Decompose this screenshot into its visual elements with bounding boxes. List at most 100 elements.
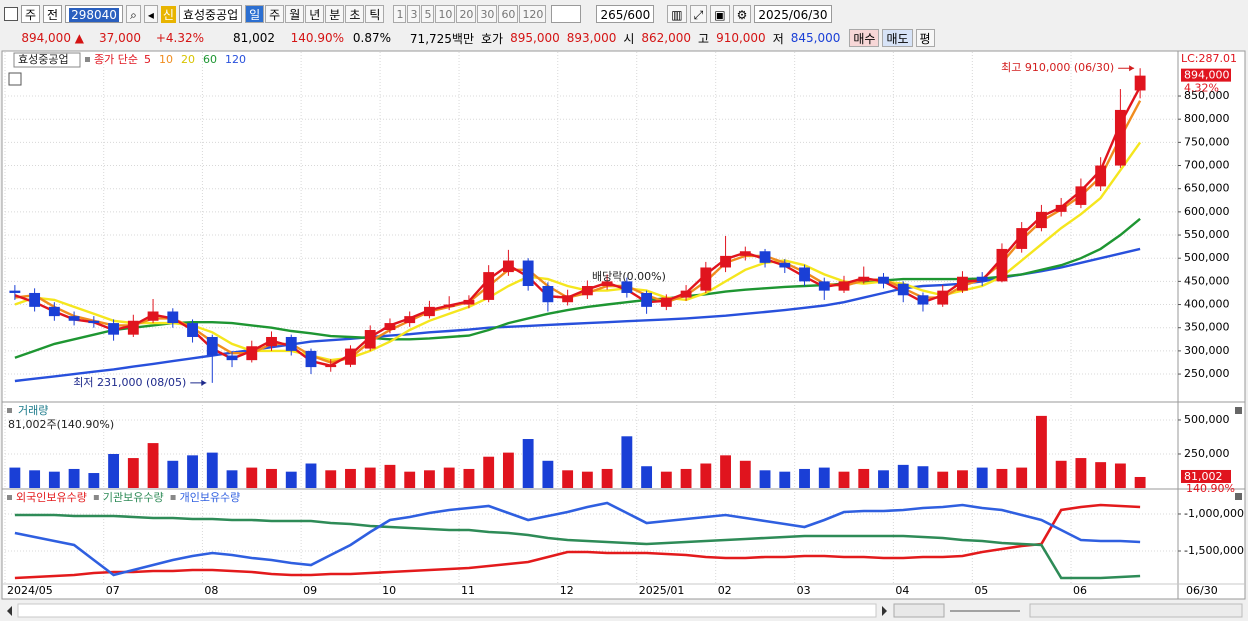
candle-body (167, 311, 179, 324)
quote-label: 호가 (481, 31, 504, 46)
annotation: 최저 231,000 (08/05) (73, 376, 186, 389)
sell-button[interactable]: 매도 (882, 29, 913, 47)
candle-body (542, 286, 554, 303)
avg-button[interactable]: 평 (915, 29, 935, 47)
volume-bar (1016, 467, 1028, 488)
last-change: 4.32% (1184, 82, 1219, 95)
volume-bar (345, 468, 356, 488)
x-tick-label: 12 (560, 584, 574, 597)
change-rate: +4.32% (155, 31, 204, 45)
legend-entry: 10 (159, 53, 173, 66)
holding-line (14, 513, 1141, 580)
candle-body (443, 304, 455, 307)
candle-body (68, 316, 80, 321)
legend-title: 효성중공업 (18, 53, 69, 66)
candle-body (88, 320, 100, 324)
scroll-right[interactable] (882, 606, 887, 616)
candle-body (581, 286, 593, 296)
y-tick-label: 600,000 (1184, 205, 1230, 218)
x-tick-label: 06 (1073, 584, 1087, 597)
volume-bar (897, 464, 909, 488)
volume-bar (937, 471, 949, 488)
chart-type[interactable]: ▥ (667, 5, 687, 23)
volume-bar (364, 467, 376, 488)
period-button[interactable]: 분 (325, 5, 345, 23)
period-button[interactable]: 틱 (365, 5, 385, 23)
scroll-left[interactable] (7, 606, 12, 616)
interval-button[interactable]: 60 (498, 5, 519, 23)
sound[interactable]: ◂ (143, 5, 158, 23)
low: 845,000 (790, 31, 841, 45)
candle-body (700, 267, 712, 291)
candle-body (957, 276, 968, 291)
count-input[interactable]: 265/600 (596, 5, 655, 23)
period-button[interactable]: 초 (345, 5, 365, 23)
volume-bar (759, 470, 771, 488)
buy-button[interactable]: 매수 (849, 29, 880, 47)
y-tick-label: 800,000 (1184, 112, 1230, 125)
drawing-tools[interactable] (1029, 603, 1243, 618)
interval-input[interactable] (551, 5, 582, 23)
candle-body (878, 276, 889, 284)
bid: 893,000 (566, 31, 617, 45)
volume-bar (1095, 462, 1107, 488)
candle-body (1016, 228, 1028, 249)
volume-bar (917, 466, 929, 488)
settings[interactable]: ⚙ (732, 5, 752, 23)
prev-button[interactable]: 전 (43, 5, 63, 23)
chart-icon[interactable] (4, 7, 18, 21)
volume-bar (996, 468, 1008, 488)
x-tick-label: 05 (974, 584, 988, 597)
play-controls[interactable] (893, 603, 945, 618)
interval-button[interactable]: 3 (407, 5, 421, 23)
interval-button[interactable]: 10 (435, 5, 456, 23)
volume-bar (68, 468, 80, 488)
ask: 895,000 (510, 31, 560, 45)
candle-body (463, 299, 475, 305)
candle-body (858, 276, 870, 282)
stock-name[interactable]: 효성중공업 (178, 5, 243, 23)
period-button[interactable]: 년 (305, 5, 325, 23)
legend-entry: 외국인보유수량 (16, 491, 87, 504)
interval-button[interactable]: 120 (519, 5, 547, 23)
legend-box (13, 52, 81, 68)
candle-body (779, 262, 791, 268)
panel-close[interactable] (1235, 407, 1242, 414)
search[interactable]: ⌕ (126, 5, 141, 23)
interval-button[interactable]: 5 (421, 5, 435, 23)
turnover: 0.87% (352, 31, 391, 45)
panel-subtitle: 81,002주(140.90%) (8, 418, 114, 431)
volume-bar (305, 463, 317, 488)
volume-bar (325, 470, 337, 488)
price: 894,000 ▲ (21, 31, 84, 45)
legend-entry: 개인보유수량 (180, 491, 241, 504)
holding-line (14, 501, 1141, 577)
draw-tool[interactable]: ⤢ (689, 5, 708, 23)
interval-button[interactable]: 30 (477, 5, 498, 23)
open-label: 시 (623, 31, 635, 46)
volume-bar (266, 468, 277, 488)
y-tick-label: 450,000 (1184, 274, 1230, 287)
period-button[interactable]: 일 (245, 5, 265, 23)
period-button[interactable]: 월 (285, 5, 305, 23)
y-tick-label: 850,000 (1184, 89, 1230, 102)
interval-button[interactable]: 20 (456, 5, 477, 23)
date-input[interactable]: 2025/06/30 (754, 5, 832, 23)
panel-title: 거래량 (18, 404, 48, 417)
save[interactable]: ▣ (710, 5, 730, 23)
period-button[interactable]: 주 (265, 5, 285, 23)
annotation: 최고 910,000 (06/30) (1001, 61, 1114, 74)
table-icon[interactable] (8, 72, 22, 86)
panel-close[interactable] (1235, 493, 1242, 500)
y-tick-label: 250,000 (1184, 447, 1230, 460)
open: 862,000 (641, 31, 692, 45)
code-input[interactable]: 298040 (65, 5, 124, 23)
volume-bar (562, 470, 574, 488)
scroll-track[interactable] (17, 603, 877, 618)
candle-body (680, 290, 692, 298)
code: 298040 (69, 8, 119, 22)
interval-button[interactable]: 1 (393, 5, 407, 23)
period-unit[interactable]: 주 (21, 5, 41, 23)
last-price: 894,000 (1184, 69, 1230, 82)
